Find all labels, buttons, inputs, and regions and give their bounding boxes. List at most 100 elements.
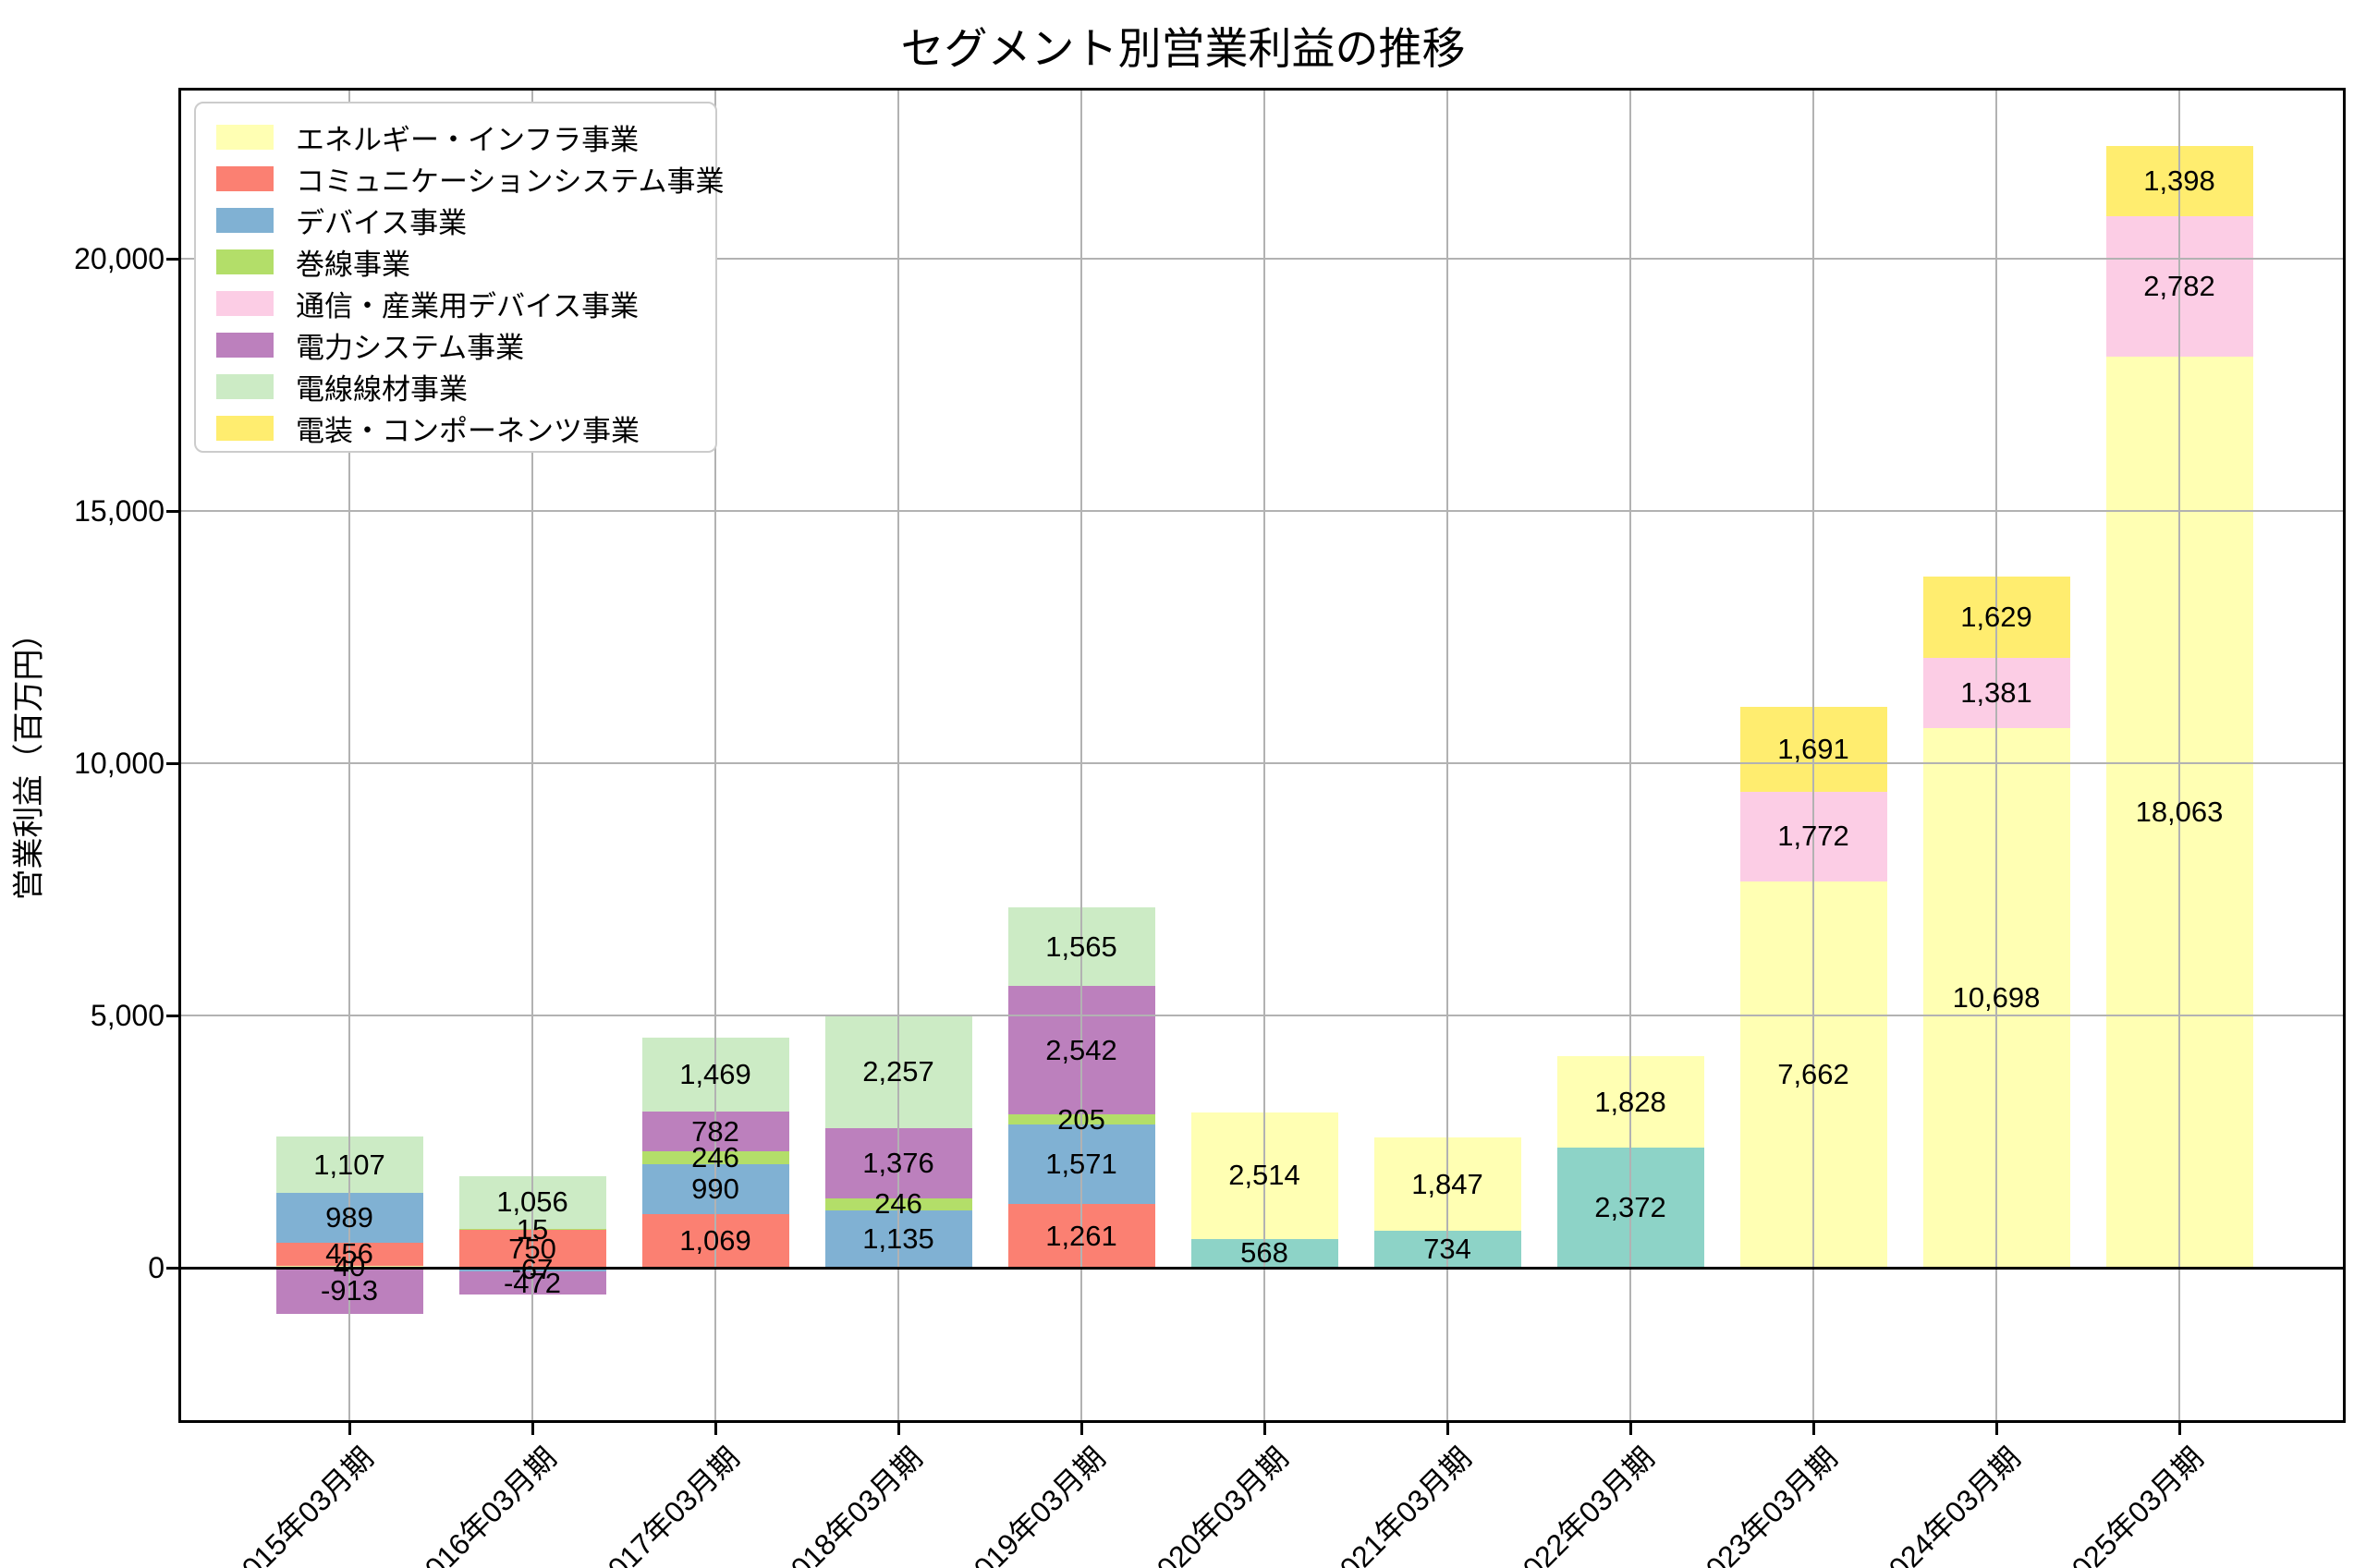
gridline-x — [1446, 88, 1448, 1423]
x-tick-mark — [1079, 1423, 1083, 1435]
legend-item: 電力システム事業 — [216, 324, 715, 366]
bar-label: 1,069 — [679, 1223, 751, 1257]
gridline-x — [714, 88, 716, 1423]
bar-label: 568 — [1240, 1236, 1288, 1270]
gridline-x — [897, 88, 899, 1423]
gridline-y — [178, 258, 2346, 260]
bar-label: -67 — [511, 1252, 554, 1285]
legend-label: 通信・産業用デバイス事業 — [296, 290, 640, 322]
legend-label: 電線線材事業 — [296, 373, 468, 406]
bar-label: 1,565 — [1045, 930, 1117, 963]
bar-label: 1,828 — [1594, 1085, 1666, 1118]
bar-label: 205 — [1057, 1102, 1105, 1136]
bar-label: 990 — [691, 1172, 739, 1205]
legend-swatch — [216, 249, 274, 274]
legend-item: エネルギー・インフラ事業 — [216, 116, 715, 158]
x-tick-mark — [2177, 1423, 2181, 1435]
gridline-y — [178, 510, 2346, 512]
gridline-x — [531, 88, 533, 1423]
bar-label: 2,782 — [2143, 269, 2215, 302]
bar-label: 10,698 — [1952, 980, 2041, 1014]
x-tick-mark — [1445, 1423, 1449, 1435]
legend-swatch — [216, 416, 274, 441]
bar-label: 15 — [516, 1212, 549, 1246]
y-tick-label: 0 — [148, 1251, 165, 1284]
bar-label: 734 — [1423, 1232, 1471, 1265]
legend-swatch — [216, 333, 274, 358]
legend-label: 巻線事業 — [296, 249, 410, 281]
bar-label: 1,135 — [862, 1222, 934, 1255]
bar-label: 2,514 — [1228, 1159, 1300, 1192]
x-tick-mark — [1994, 1423, 1998, 1435]
y-tick-mark — [166, 761, 178, 765]
x-tick-mark — [531, 1423, 534, 1435]
bar-label: 1,261 — [1045, 1219, 1117, 1252]
gridline-x — [1629, 88, 1631, 1423]
legend-item: 通信・産業用デバイス事業 — [216, 283, 715, 324]
legend-label: 電装・コンポーネンツ事業 — [296, 415, 640, 447]
bar-label: 989 — [325, 1200, 373, 1234]
bar-label: 782 — [691, 1114, 739, 1148]
y-tick-label: 10,000 — [74, 747, 165, 780]
bar-label: 2,542 — [1045, 1033, 1117, 1066]
bar-label: 2,257 — [862, 1054, 934, 1088]
bar-label: 1,629 — [1960, 601, 2032, 633]
legend-swatch — [216, 374, 274, 399]
legend-swatch — [216, 208, 274, 233]
bar-label: 1,691 — [1777, 732, 1849, 765]
gridline-x — [1080, 88, 1082, 1423]
bar-label: 1,469 — [679, 1058, 751, 1091]
bar-label: 1,376 — [862, 1147, 934, 1180]
bar-label: 1,847 — [1411, 1167, 1483, 1200]
bar-label: 2,372 — [1594, 1191, 1666, 1224]
bar-label: 246 — [691, 1140, 739, 1173]
bar-label: 7,662 — [1777, 1057, 1849, 1090]
legend-item: 電装・コンポーネンツ事業 — [216, 407, 715, 449]
bar-label: 1,107 — [313, 1148, 385, 1181]
bar-label: 1,056 — [496, 1185, 568, 1219]
gridline-x — [1812, 88, 1814, 1423]
bar-label: 1,381 — [1960, 676, 2032, 710]
bar-label: 1,571 — [1045, 1148, 1117, 1181]
bar-label: 40 — [333, 1249, 366, 1282]
x-tick-mark — [713, 1423, 717, 1435]
x-tick-mark — [1628, 1423, 1632, 1435]
legend-label: エネルギー・インフラ事業 — [296, 124, 640, 156]
y-tick-label: 20,000 — [74, 242, 165, 275]
x-tick-mark — [1811, 1423, 1815, 1435]
bar-label: 246 — [874, 1187, 922, 1221]
bar-label: 1,398 — [2143, 164, 2215, 197]
gridline-x — [1263, 88, 1265, 1423]
bar-label: 456 — [325, 1237, 373, 1270]
legend-swatch — [216, 166, 274, 191]
bar-label: -472 — [503, 1266, 562, 1299]
legend: エネルギー・インフラ事業コミュニケーションシステム事業 デバイス事業 巻線事業通信・… — [194, 102, 724, 453]
zero-line — [178, 1266, 2346, 1270]
bar-label: 1,772 — [1777, 820, 1849, 853]
legend-label: デバイス事業 — [296, 207, 468, 239]
legend-item: デバイス事業 — [216, 200, 715, 241]
chart-title: セグメント別営業利益の推移 — [900, 24, 1466, 73]
gridline-y — [178, 762, 2346, 764]
bar-label: -913 — [320, 1273, 379, 1307]
gridline-x — [1995, 88, 1997, 1423]
legend-item: 電線線材事業 — [216, 366, 715, 407]
x-tick-mark — [348, 1423, 351, 1435]
x-tick-mark — [896, 1423, 900, 1435]
legend-label: 電力システム事業 — [296, 332, 525, 364]
y-tick-label: 15,000 — [74, 494, 165, 528]
y-tick-label: 5,000 — [90, 999, 165, 1032]
legend-item: 巻線事業 — [216, 241, 715, 283]
y-tick-mark — [166, 1266, 178, 1270]
x-tick-mark — [1262, 1423, 1266, 1435]
gridline-y — [178, 1015, 2346, 1016]
bar-label: 750 — [508, 1232, 556, 1265]
y-tick-mark — [166, 257, 178, 261]
y-tick-mark — [166, 1014, 178, 1017]
bar-label: 18,063 — [2135, 795, 2224, 828]
gridline-x — [2178, 88, 2180, 1423]
legend-label: コミュニケーションシステム事業 — [296, 165, 725, 198]
y-tick-mark — [166, 509, 178, 513]
legend-swatch — [216, 291, 274, 316]
